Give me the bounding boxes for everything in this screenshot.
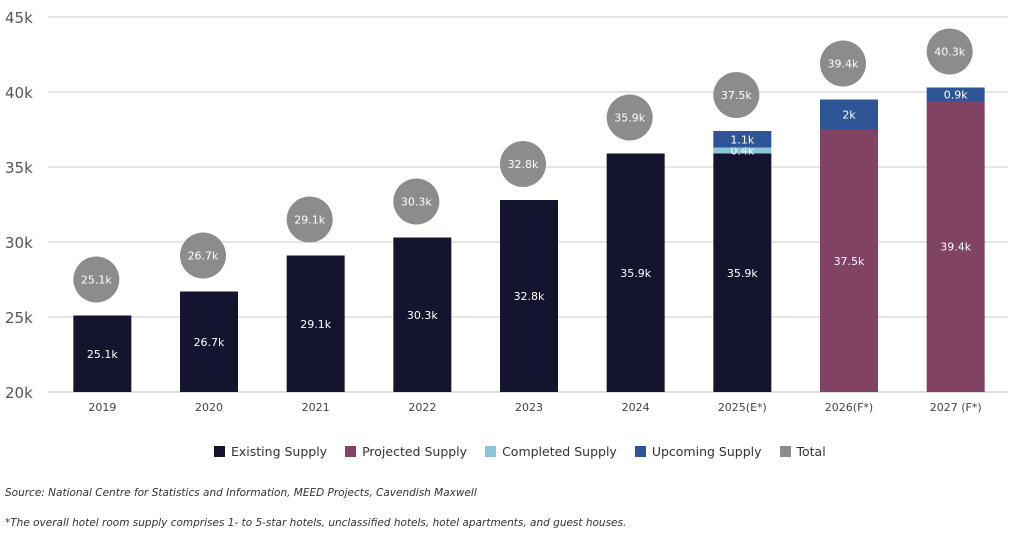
total-label: 26.7k bbox=[188, 250, 219, 263]
total-circle bbox=[606, 94, 653, 141]
x-tick-label: 2019 bbox=[88, 401, 116, 414]
bar-value-label: 29.1k bbox=[300, 318, 331, 331]
x-tick-label: 2023 bbox=[515, 401, 543, 414]
bar-segment bbox=[926, 87, 985, 101]
bar-segment bbox=[500, 200, 558, 392]
total-label: 32.8k bbox=[508, 158, 539, 171]
bar-value-label: 30.3k bbox=[407, 309, 438, 322]
y-tick-label: 40k bbox=[5, 84, 33, 102]
bar-segment bbox=[713, 131, 772, 148]
total-circle bbox=[393, 178, 440, 225]
legend-swatch bbox=[345, 446, 357, 457]
bar-segment bbox=[926, 101, 985, 392]
bars: 25.1k 26.7k 29.1k 30.3k 32.8k 35.9k 35.9k 0.4k1… bbox=[73, 87, 985, 392]
y-tick-label: 30k bbox=[5, 234, 33, 252]
legend-swatch bbox=[214, 446, 225, 457]
y-tick-label: 20k bbox=[5, 384, 33, 402]
total-circle bbox=[180, 232, 226, 279]
bar-value-label: 37.5k bbox=[834, 255, 865, 268]
bar-segment bbox=[820, 129, 878, 392]
y-axis-ticks: 20k 25k 30k 35k 40k 45k bbox=[5, 9, 33, 402]
bar-segment bbox=[73, 315, 132, 392]
footnote: *The overall hotel room supply comprises… bbox=[5, 517, 627, 529]
total-circle bbox=[713, 72, 760, 118]
bar-segment bbox=[180, 291, 238, 392]
bar-segment bbox=[820, 99, 878, 130]
x-axis-ticks: 2019 2020 2021 2022 2023 2024 2025(E*) 2026(F*)… bbox=[88, 401, 981, 414]
y-tick-label: 45k bbox=[5, 9, 33, 27]
total-circle bbox=[926, 28, 973, 75]
legend-swatch bbox=[485, 446, 497, 457]
bar-value-label: 2k bbox=[842, 109, 856, 122]
total-label: 29.1k bbox=[294, 214, 325, 227]
legend-label: Projected Supply bbox=[362, 444, 468, 459]
legend-label: Existing Supply bbox=[231, 444, 328, 459]
bar-value-label: 26.7k bbox=[194, 336, 225, 349]
stacked-bar-chart: 20k 25k 30k 35k 40k 45k 25.1k 26.7k 29.1k 30.3k 3… bbox=[5, 9, 1008, 414]
legend-item: Upcoming Supply bbox=[634, 444, 762, 459]
total-circle bbox=[73, 256, 120, 303]
legend-swatch bbox=[779, 446, 791, 457]
total-label: 37.5k bbox=[721, 89, 752, 102]
legend-item: Total bbox=[779, 444, 826, 459]
x-tick-label: 2025(E*) bbox=[718, 401, 767, 414]
bar-segment bbox=[713, 147, 772, 154]
total-label: 39.4k bbox=[828, 58, 859, 71]
legend-label: Upcoming Supply bbox=[651, 444, 762, 459]
bar-segment bbox=[606, 153, 665, 392]
legend-item: Existing Supply bbox=[214, 444, 327, 459]
x-tick-label: 2026(F*) bbox=[825, 401, 873, 414]
total-label: 40.3k bbox=[934, 46, 965, 59]
total-circles: 25.1k 26.7k 29.1k 30.3k 32.8k 35.9k 37.5k 39.4k… bbox=[73, 28, 973, 303]
x-tick-label: 2021 bbox=[302, 401, 330, 414]
total-circle bbox=[500, 141, 546, 187]
bar-value-label: 25.1k bbox=[87, 348, 118, 361]
total-circle bbox=[286, 196, 333, 243]
y-tick-label: 35k bbox=[5, 159, 33, 177]
total-label: 25.1k bbox=[81, 274, 112, 287]
legend-label: Completed Supply bbox=[502, 444, 617, 459]
legend-item: Projected Supply bbox=[345, 444, 467, 459]
bar-value-label: 35.9k bbox=[620, 267, 651, 280]
bar-value-label: 1.1k bbox=[730, 133, 754, 146]
x-tick-label: 2024 bbox=[622, 401, 650, 414]
total-label: 35.9k bbox=[614, 112, 645, 125]
legend: Existing Supply Projected Supply Completed… bbox=[214, 444, 826, 459]
legend-label: Total bbox=[796, 444, 826, 459]
x-tick-label: 2020 bbox=[195, 401, 223, 414]
source-note: Source: National Centre for Statistics a… bbox=[5, 487, 477, 499]
x-tick-label: 2022 bbox=[408, 401, 436, 414]
bar-value-label: 39.4k bbox=[940, 241, 971, 254]
total-circle bbox=[820, 40, 866, 87]
bar-segment bbox=[286, 255, 345, 392]
bar-value-label: 32.8k bbox=[514, 290, 545, 303]
legend-item: Completed Supply bbox=[485, 444, 617, 459]
bar-value-label: 0.9k bbox=[944, 88, 968, 101]
bar-value-label: 0.4k bbox=[730, 145, 754, 158]
x-tick-label: 2027 (F*) bbox=[930, 401, 982, 414]
y-tick-label: 25k bbox=[5, 309, 33, 327]
total-label: 30.3k bbox=[401, 196, 432, 209]
legend-swatch bbox=[634, 446, 646, 457]
bar-segment bbox=[713, 153, 772, 392]
bar-segment bbox=[393, 237, 452, 392]
bar-value-label: 35.9k bbox=[727, 267, 758, 280]
